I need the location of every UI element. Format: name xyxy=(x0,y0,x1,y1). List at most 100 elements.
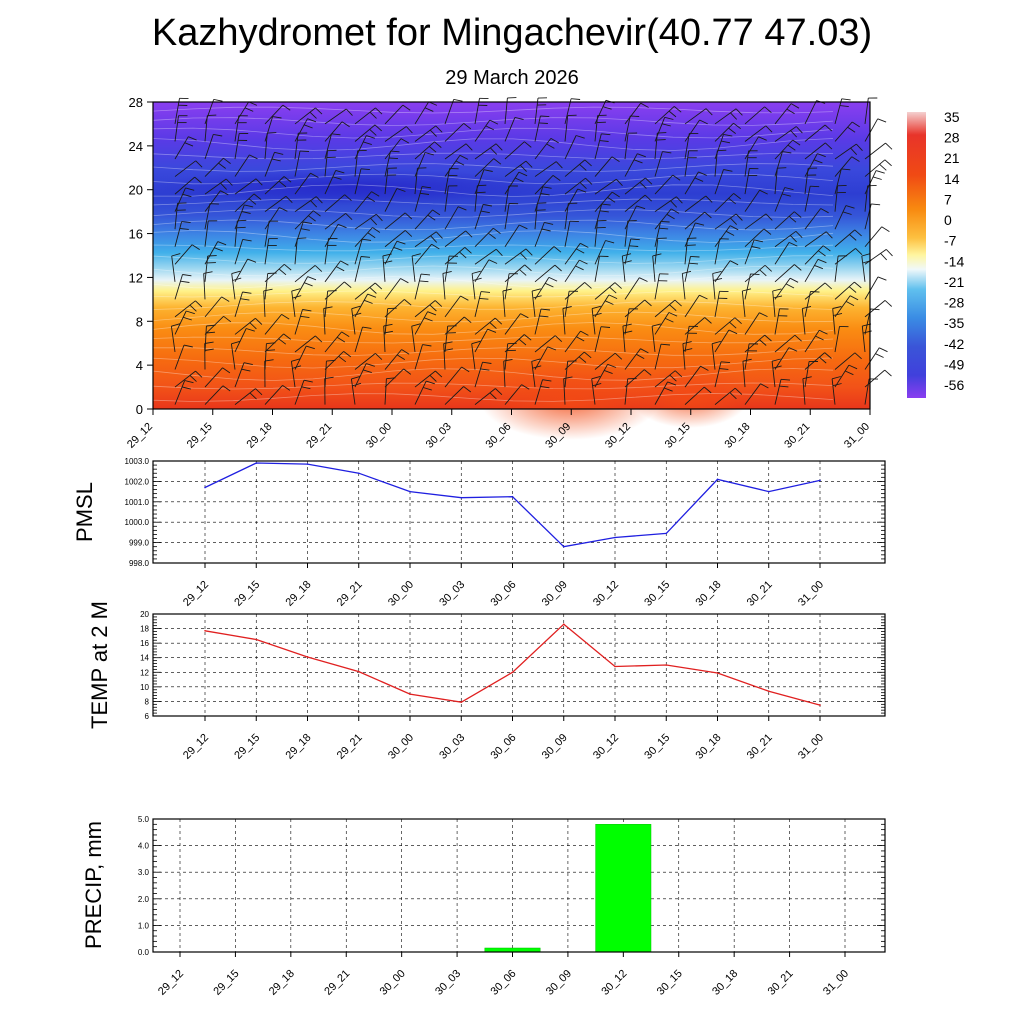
wind-barb xyxy=(518,338,527,346)
wind-barb xyxy=(851,121,860,128)
wind-barb xyxy=(474,248,497,265)
wind-barb xyxy=(218,162,226,169)
x-tick-label: 29_12 xyxy=(181,579,211,609)
wind-barb xyxy=(306,345,315,350)
wind-barb xyxy=(831,376,841,380)
wind-barb xyxy=(652,255,656,282)
x-tick-label: 29_21 xyxy=(304,421,334,451)
wind-barb xyxy=(534,264,556,283)
wind-barb xyxy=(704,317,712,324)
wind-barb xyxy=(594,256,600,282)
wind-barb xyxy=(324,281,345,300)
wind-barb xyxy=(504,264,525,283)
wind-barb xyxy=(234,258,248,283)
wind-barb xyxy=(714,150,718,177)
wind-barb xyxy=(804,153,818,177)
wind-barb xyxy=(855,248,863,256)
isotherm-line xyxy=(152,163,834,172)
wind-barb xyxy=(434,141,442,148)
wind-barb xyxy=(654,238,659,265)
wind-barb xyxy=(374,282,383,290)
colorbar-label: -49 xyxy=(944,356,964,372)
wind-barb xyxy=(686,244,696,246)
wind-barb xyxy=(246,328,255,332)
wind-barb xyxy=(429,129,437,137)
wind-barb xyxy=(875,170,885,174)
wind-barb xyxy=(607,197,616,203)
wind-barb xyxy=(234,291,243,318)
wind-barb xyxy=(594,178,617,195)
wind-barb xyxy=(774,103,792,125)
wind-barb xyxy=(684,294,700,318)
wind-barb xyxy=(684,317,705,335)
wind-barb xyxy=(785,283,795,289)
isotherm-line xyxy=(152,138,834,151)
isotherm-line xyxy=(152,322,834,335)
wind-barb xyxy=(834,168,842,195)
isotherm-line xyxy=(152,198,834,206)
wind-barb xyxy=(231,273,236,300)
wind-barb xyxy=(644,369,652,376)
wind-barb xyxy=(244,107,254,112)
wind-barb xyxy=(384,212,406,230)
wind-barb xyxy=(621,255,626,282)
wind-barb xyxy=(717,149,727,152)
wind-barb xyxy=(214,247,223,252)
y-tick-label: 3.0 xyxy=(138,868,150,877)
wind-barb xyxy=(592,382,602,387)
wind-barb xyxy=(652,253,662,257)
wind-barb xyxy=(204,367,223,388)
wind-barb xyxy=(682,343,686,370)
wind-barb xyxy=(564,98,572,125)
colorbar-label: -42 xyxy=(944,336,964,352)
wind-barb xyxy=(253,193,262,200)
wind-barb xyxy=(884,300,893,307)
wind-barb xyxy=(234,328,247,353)
wind-barb xyxy=(699,294,708,300)
wind-barb xyxy=(504,185,510,212)
wind-barb xyxy=(203,271,213,274)
wind-barb xyxy=(294,345,307,370)
x-tick-label: 30_21 xyxy=(782,421,812,451)
wind-barb xyxy=(781,193,791,197)
wind-barb xyxy=(371,191,380,197)
wind-barb xyxy=(474,291,482,318)
wind-barb xyxy=(265,349,276,352)
wind-barb xyxy=(170,326,176,353)
wind-barb xyxy=(290,361,296,388)
wind-barb xyxy=(414,311,428,335)
wind-barb xyxy=(790,130,798,138)
wind-barb xyxy=(480,368,490,371)
data-point xyxy=(409,693,411,695)
wind-barb xyxy=(861,253,871,257)
x-tick-label: 30_06 xyxy=(489,732,519,762)
wind-barb xyxy=(834,364,850,388)
wind-barb xyxy=(750,273,760,276)
wind-barb xyxy=(493,227,501,234)
colorbar-label: -21 xyxy=(944,274,964,290)
wind-barb xyxy=(524,334,532,341)
wind-barb xyxy=(729,392,737,400)
x-tick-label: 29_12 xyxy=(125,421,155,451)
wind-barb xyxy=(774,277,791,300)
wind-barb xyxy=(472,277,482,281)
wind-barb xyxy=(723,169,733,172)
wind-barb xyxy=(564,330,581,353)
wind-barb xyxy=(763,228,772,235)
wind-barb xyxy=(542,186,552,189)
wind-barb xyxy=(714,329,730,353)
wind-barb xyxy=(654,344,662,370)
wind-barb xyxy=(804,259,819,283)
wind-barb xyxy=(553,246,562,253)
wind-barb xyxy=(489,392,497,400)
wind-barb xyxy=(864,159,886,177)
wind-barb xyxy=(670,200,678,208)
wind-barb xyxy=(514,177,524,183)
wind-barb xyxy=(624,308,630,335)
wind-barb xyxy=(624,153,638,177)
wind-barb xyxy=(564,282,585,300)
wind-barb xyxy=(460,295,469,301)
wind-barb xyxy=(494,317,503,325)
wind-barb xyxy=(354,256,362,282)
wind-barb xyxy=(585,177,593,185)
